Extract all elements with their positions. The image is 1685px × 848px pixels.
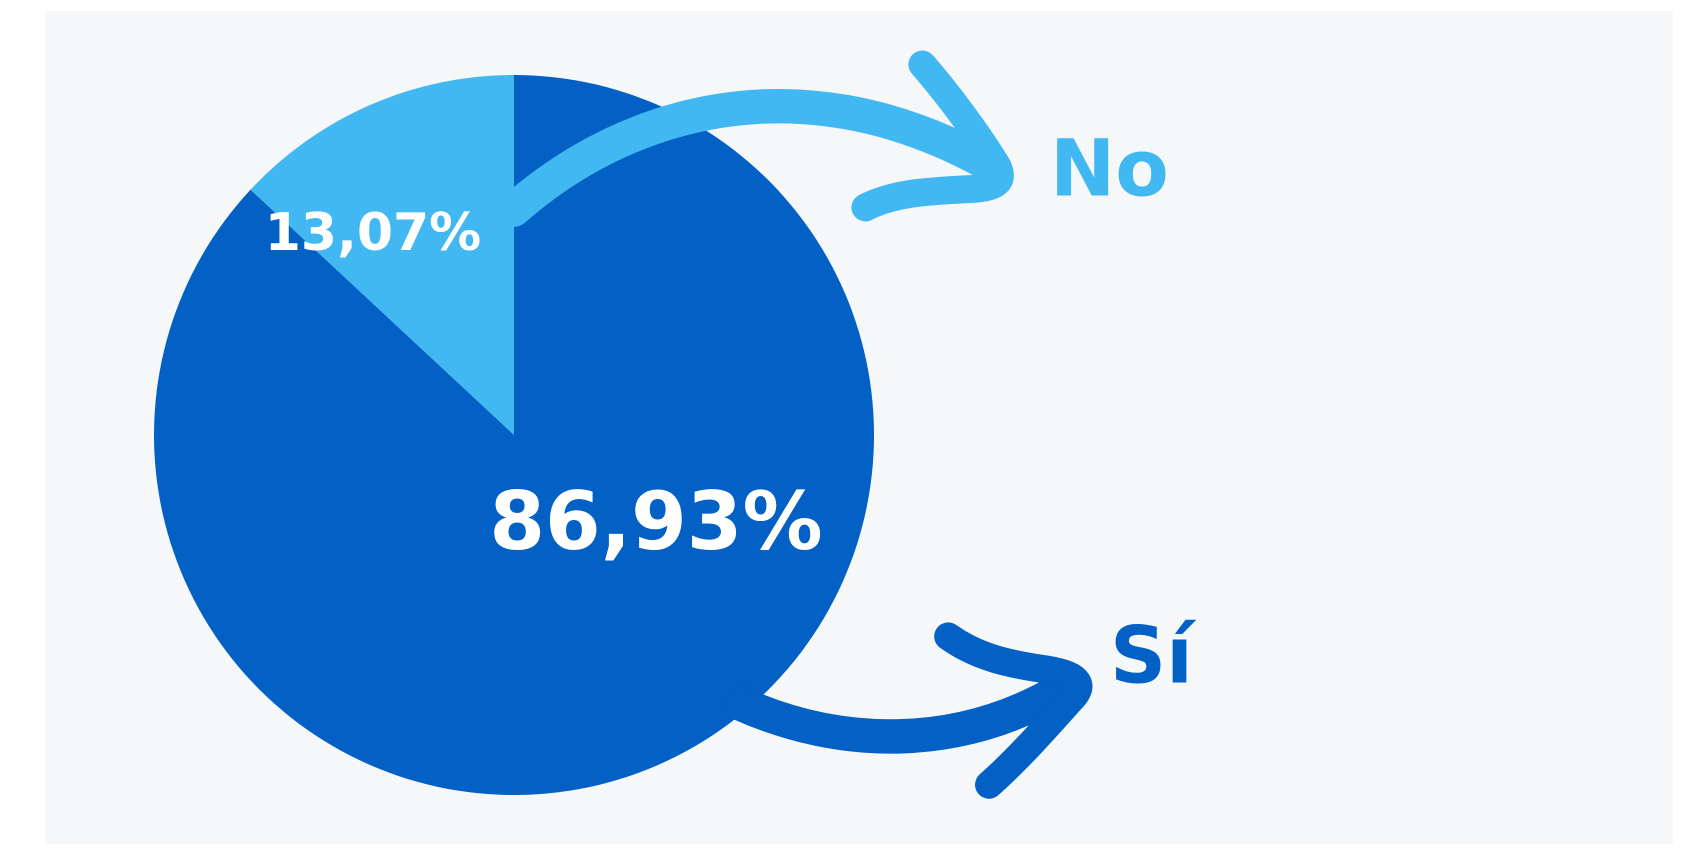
pie [154,75,875,796]
arrow-no [496,88,1001,227]
data-label: 13,07% [265,203,482,263]
pie-slice [154,75,875,796]
arrows [496,50,1093,799]
category-label: Sí [1110,611,1197,701]
pie-slice [250,75,515,435]
arrowhead-no [851,50,1014,222]
data-label: 86,93% [489,475,822,568]
arrow-si [724,670,1082,754]
category-label: No [1050,124,1169,214]
arrowhead-si [934,622,1093,799]
